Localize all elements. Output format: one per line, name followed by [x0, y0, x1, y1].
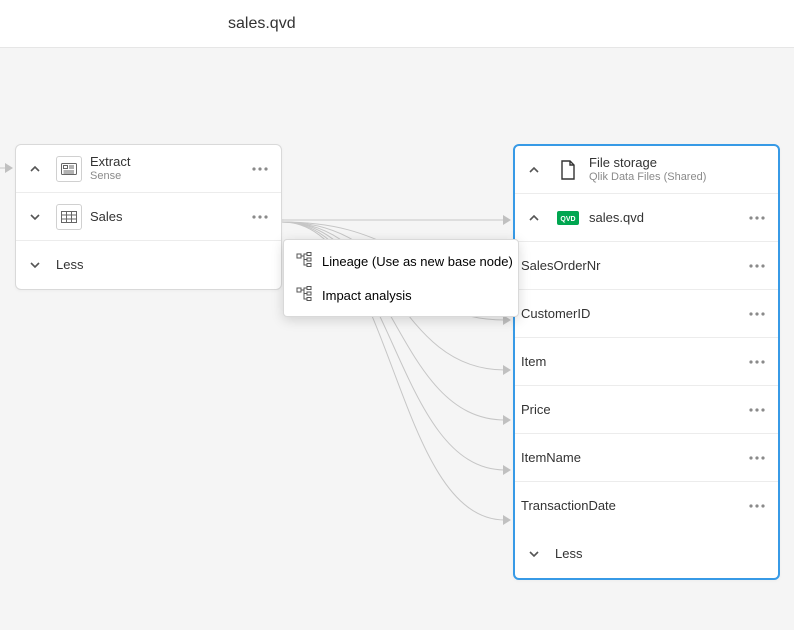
context-menu-label: Lineage (Use as new base node)	[322, 254, 513, 269]
field-name: CustomerID	[521, 306, 736, 322]
svg-text:QVD: QVD	[560, 216, 575, 223]
lineage-icon	[296, 252, 312, 271]
field-name: SalesOrderNr	[521, 258, 736, 274]
target-panel: File storage Qlik Data Files (Shared) QV…	[513, 144, 780, 580]
field-row[interactable]: ItemName	[515, 434, 778, 482]
chevron-up-icon[interactable]	[22, 163, 48, 175]
more-icon[interactable]	[744, 504, 770, 508]
target-table-row[interactable]: QVD sales.qvd	[515, 194, 778, 242]
chevron-down-icon	[521, 548, 547, 560]
context-menu-item[interactable]: Impact analysis	[284, 278, 518, 312]
context-menu: Lineage (Use as new base node) Impact an…	[283, 239, 519, 317]
more-icon[interactable]	[744, 216, 770, 220]
more-icon[interactable]	[247, 167, 273, 171]
source-title: Extract Sense	[90, 154, 239, 184]
source-less-row[interactable]: Less	[16, 241, 281, 289]
chevron-down-icon	[22, 259, 48, 271]
field-name: Item	[521, 354, 736, 370]
more-icon[interactable]	[744, 360, 770, 364]
source-table-row[interactable]: Sales	[16, 193, 281, 241]
chevron-up-icon[interactable]	[521, 212, 547, 224]
field-name: ItemName	[521, 450, 736, 466]
lineage-icon	[296, 286, 312, 305]
more-icon[interactable]	[744, 408, 770, 412]
chevron-down-icon[interactable]	[22, 211, 48, 223]
qvd-icon: QVD	[555, 205, 581, 231]
file-icon	[555, 157, 581, 183]
field-name: TransactionDate	[521, 498, 736, 514]
target-title: File storage Qlik Data Files (Shared)	[589, 155, 770, 185]
source-panel-header: Extract Sense	[16, 145, 281, 193]
target-less-row[interactable]: Less	[515, 530, 778, 578]
table-icon	[56, 204, 82, 230]
context-menu-item[interactable]: Lineage (Use as new base node)	[284, 244, 518, 278]
field-row[interactable]: TransactionDate	[515, 482, 778, 530]
source-panel: Extract Sense Sales Less	[15, 144, 282, 290]
more-icon[interactable]	[744, 312, 770, 316]
field-row[interactable]: SalesOrderNr	[515, 242, 778, 290]
field-row[interactable]: Price	[515, 386, 778, 434]
more-icon[interactable]	[247, 215, 273, 219]
more-icon[interactable]	[744, 264, 770, 268]
field-row[interactable]: CustomerID	[515, 290, 778, 338]
page-title: sales.qvd	[228, 15, 296, 33]
context-menu-label: Impact analysis	[322, 288, 412, 303]
title-bar: sales.qvd	[0, 0, 794, 48]
app-icon	[56, 156, 82, 182]
more-icon[interactable]	[744, 456, 770, 460]
field-row[interactable]: Item	[515, 338, 778, 386]
target-panel-header: File storage Qlik Data Files (Shared)	[515, 146, 778, 194]
lineage-canvas: Extract Sense Sales Less	[0, 48, 794, 630]
source-table-name: Sales	[90, 209, 239, 225]
field-name: Price	[521, 402, 736, 418]
target-table-name: sales.qvd	[589, 210, 736, 226]
chevron-up-icon[interactable]	[521, 164, 547, 176]
